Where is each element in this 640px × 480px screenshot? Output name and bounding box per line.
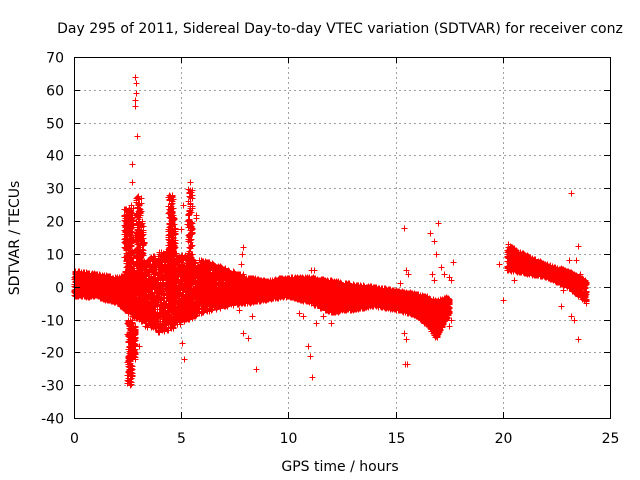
y-tick-label: 20: [46, 215, 64, 231]
y-tick-label: 30: [46, 182, 64, 198]
x-tick-label: 20: [495, 431, 513, 447]
y-axis-label: SDTVAR / TECUs: [7, 181, 23, 296]
y-tick-label: 70: [46, 51, 64, 67]
x-tick-label: 5: [177, 431, 186, 447]
y-tick-label: -30: [41, 379, 64, 395]
y-tick-label: -20: [41, 346, 64, 362]
y-tick-label: 60: [46, 84, 64, 100]
data-point-markers: [71, 74, 590, 389]
y-tick-label: 0: [55, 281, 64, 297]
x-tick-label: 0: [70, 431, 79, 447]
chart-title: Day 295 of 2011, Sidereal Day-to-day VTE…: [57, 21, 623, 37]
x-axis-label: GPS time / hours: [281, 459, 398, 475]
grid-lines: [74, 57, 610, 418]
y-tick-label: 50: [46, 117, 64, 133]
x-tick-label: 25: [602, 431, 620, 447]
data-markers: [71, 74, 590, 389]
plot-frame: [74, 57, 611, 419]
y-tick-label: -40: [41, 412, 64, 428]
y-tick-label: 10: [46, 248, 64, 264]
y-tick-label: -10: [41, 314, 64, 330]
y-tick-label: 40: [46, 149, 64, 165]
axes: -40 -30 -20 -10 0 10 20 30 40 50 60 70 0 5 10 15 20 25: [41, 51, 619, 448]
x-tick-label: 10: [280, 431, 298, 447]
x-tick-label: 15: [388, 431, 406, 447]
